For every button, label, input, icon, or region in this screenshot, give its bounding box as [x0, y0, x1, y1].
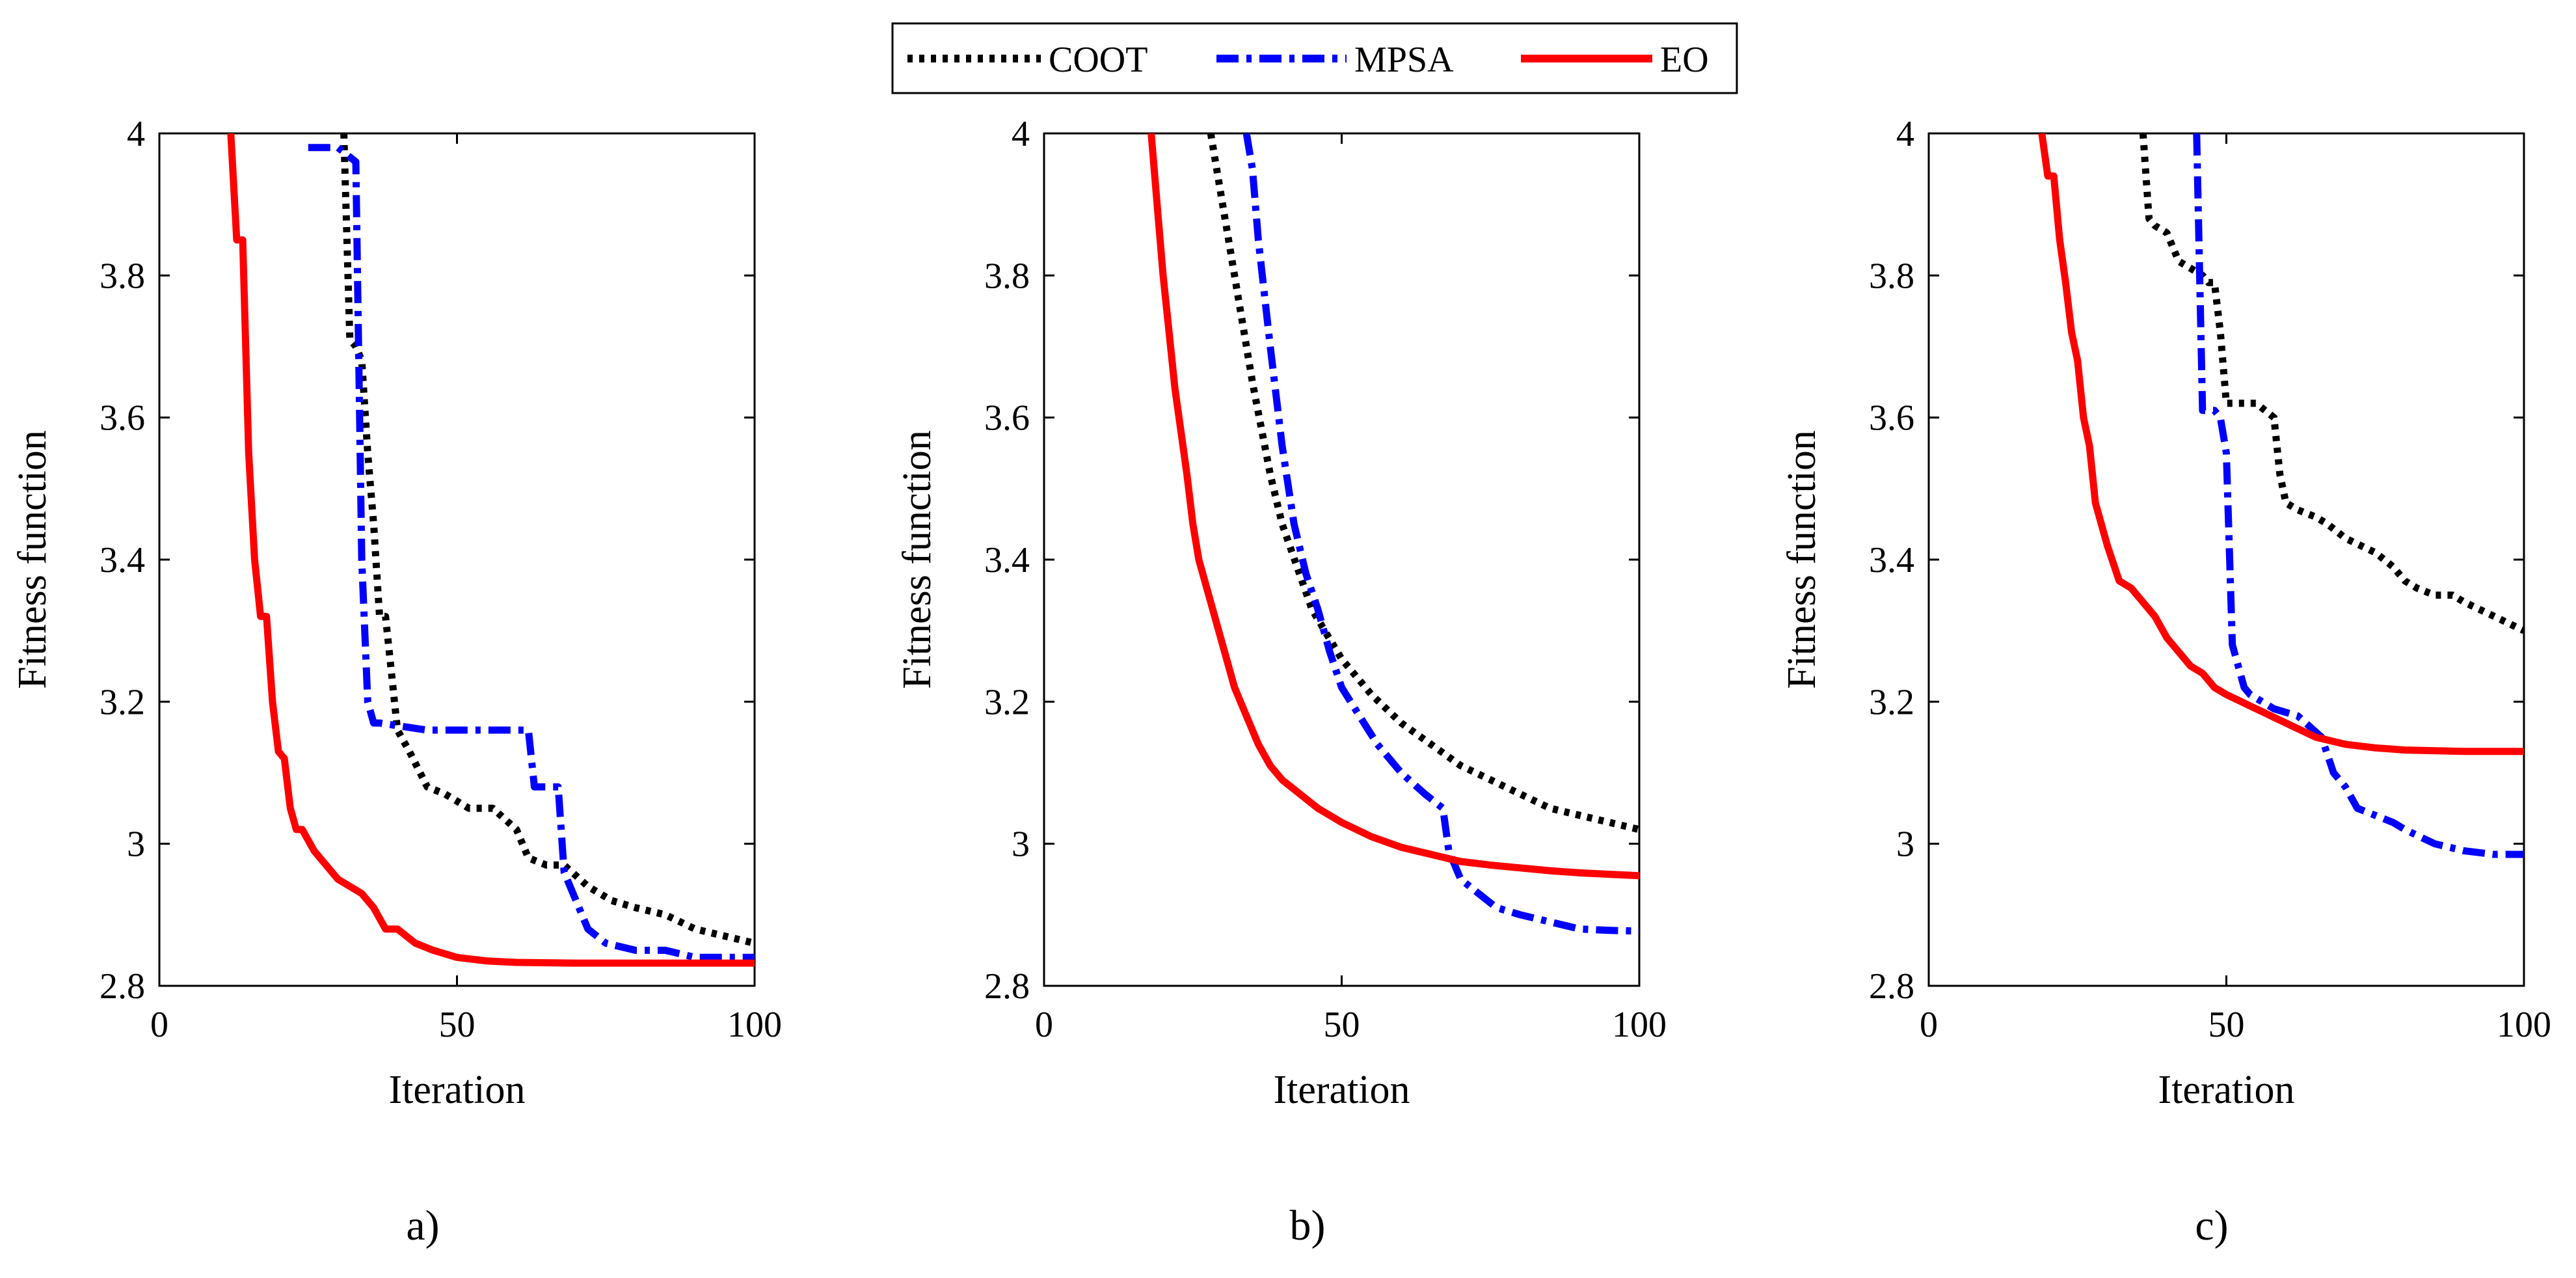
y-tick-label: 2.8 [1869, 966, 1914, 1007]
y-tick-label: 4 [127, 114, 145, 154]
y-tick-label: 3 [127, 824, 145, 865]
y-tick-label: 3.2 [100, 682, 145, 722]
panel-c: 0 50 100 2.8 3 3.2 3.4 3.6 3.8 4 Iteration Fitness … [1780, 114, 2551, 1249]
y-axis-label: Fitness function [10, 430, 55, 689]
y-tick-label: 3 [1012, 824, 1030, 865]
y-tick-label: 4 [1896, 114, 1914, 154]
legend-label-mpsa: MPSA [1354, 40, 1454, 80]
x-tick-label: 100 [727, 1005, 782, 1045]
y-tick-label: 2.8 [984, 966, 1030, 1007]
x-tick-label: 50 [2208, 1005, 2245, 1045]
x-axis-label: Iteration [2158, 1068, 2294, 1112]
y-tick-label: 3.2 [1869, 682, 1914, 722]
panel-caption: b) [1290, 1202, 1326, 1249]
plot-area-frame [1043, 132, 1641, 987]
x-axis-label: Iteration [388, 1068, 525, 1112]
panel-b: 0 50 100 2.8 3 3.2 3.4 3.6 3.8 4 Iteration Fitness … [895, 114, 1667, 1249]
x-tick-label: 100 [2497, 1005, 2551, 1045]
series-group [1147, 133, 1639, 935]
legend-label-coot: COOT [1049, 40, 1147, 80]
x-axis-label: Iteration [1273, 1068, 1410, 1112]
x-tick-label: 0 [1035, 1005, 1053, 1045]
y-tick-label: 3 [1896, 824, 1914, 865]
y-tick-label: 3.8 [984, 256, 1030, 296]
x-tick-label: 0 [1920, 1005, 1938, 1045]
plot-area-frame [158, 132, 756, 987]
y-tick-label: 3.8 [100, 256, 145, 296]
x-tick-label: 50 [439, 1005, 476, 1045]
y-tick-label: 3.4 [100, 540, 145, 580]
series-group [227, 133, 755, 967]
series-line-coot [340, 133, 755, 947]
y-tick-label: 3.4 [1869, 540, 1914, 580]
y-tick-label: 3.6 [100, 398, 145, 439]
series-line-eo [1147, 133, 1639, 880]
legend-label-eo: EO [1660, 40, 1709, 80]
y-axis-label: Fitness function [1780, 430, 1824, 689]
series-line-mpsa [1242, 133, 1639, 935]
y-tick-label: 3.6 [984, 398, 1030, 439]
y-tick-label: 4 [1012, 114, 1030, 154]
series-line-coot [2139, 133, 2524, 634]
y-tick-label: 3.6 [1869, 398, 1914, 439]
y-tick-label: 3.8 [1869, 256, 1914, 296]
series-line-eo [2038, 133, 2524, 755]
series-line-mpsa [308, 144, 755, 961]
series-line-mpsa [2193, 133, 2524, 858]
panel-a: 0 50 100 2.8 3 3.2 3.4 3.6 3.8 4 Iteration Fitness … [10, 114, 782, 1249]
series-group [2038, 133, 2524, 858]
series-line-eo [227, 133, 755, 967]
y-tick-label: 3.4 [984, 540, 1030, 580]
legend: COOT MPSA EO [891, 22, 1738, 94]
panel-caption: a) [406, 1202, 439, 1249]
x-tick-label: 0 [150, 1005, 168, 1045]
y-axis-label: Fitness function [895, 430, 939, 689]
series-line-coot [1207, 133, 1639, 834]
x-tick-label: 50 [1324, 1005, 1360, 1045]
panel-caption: c) [2195, 1202, 2228, 1249]
y-tick-label: 2.8 [100, 966, 145, 1007]
x-tick-label: 100 [1612, 1005, 1667, 1045]
y-tick-label: 3.2 [984, 682, 1030, 722]
